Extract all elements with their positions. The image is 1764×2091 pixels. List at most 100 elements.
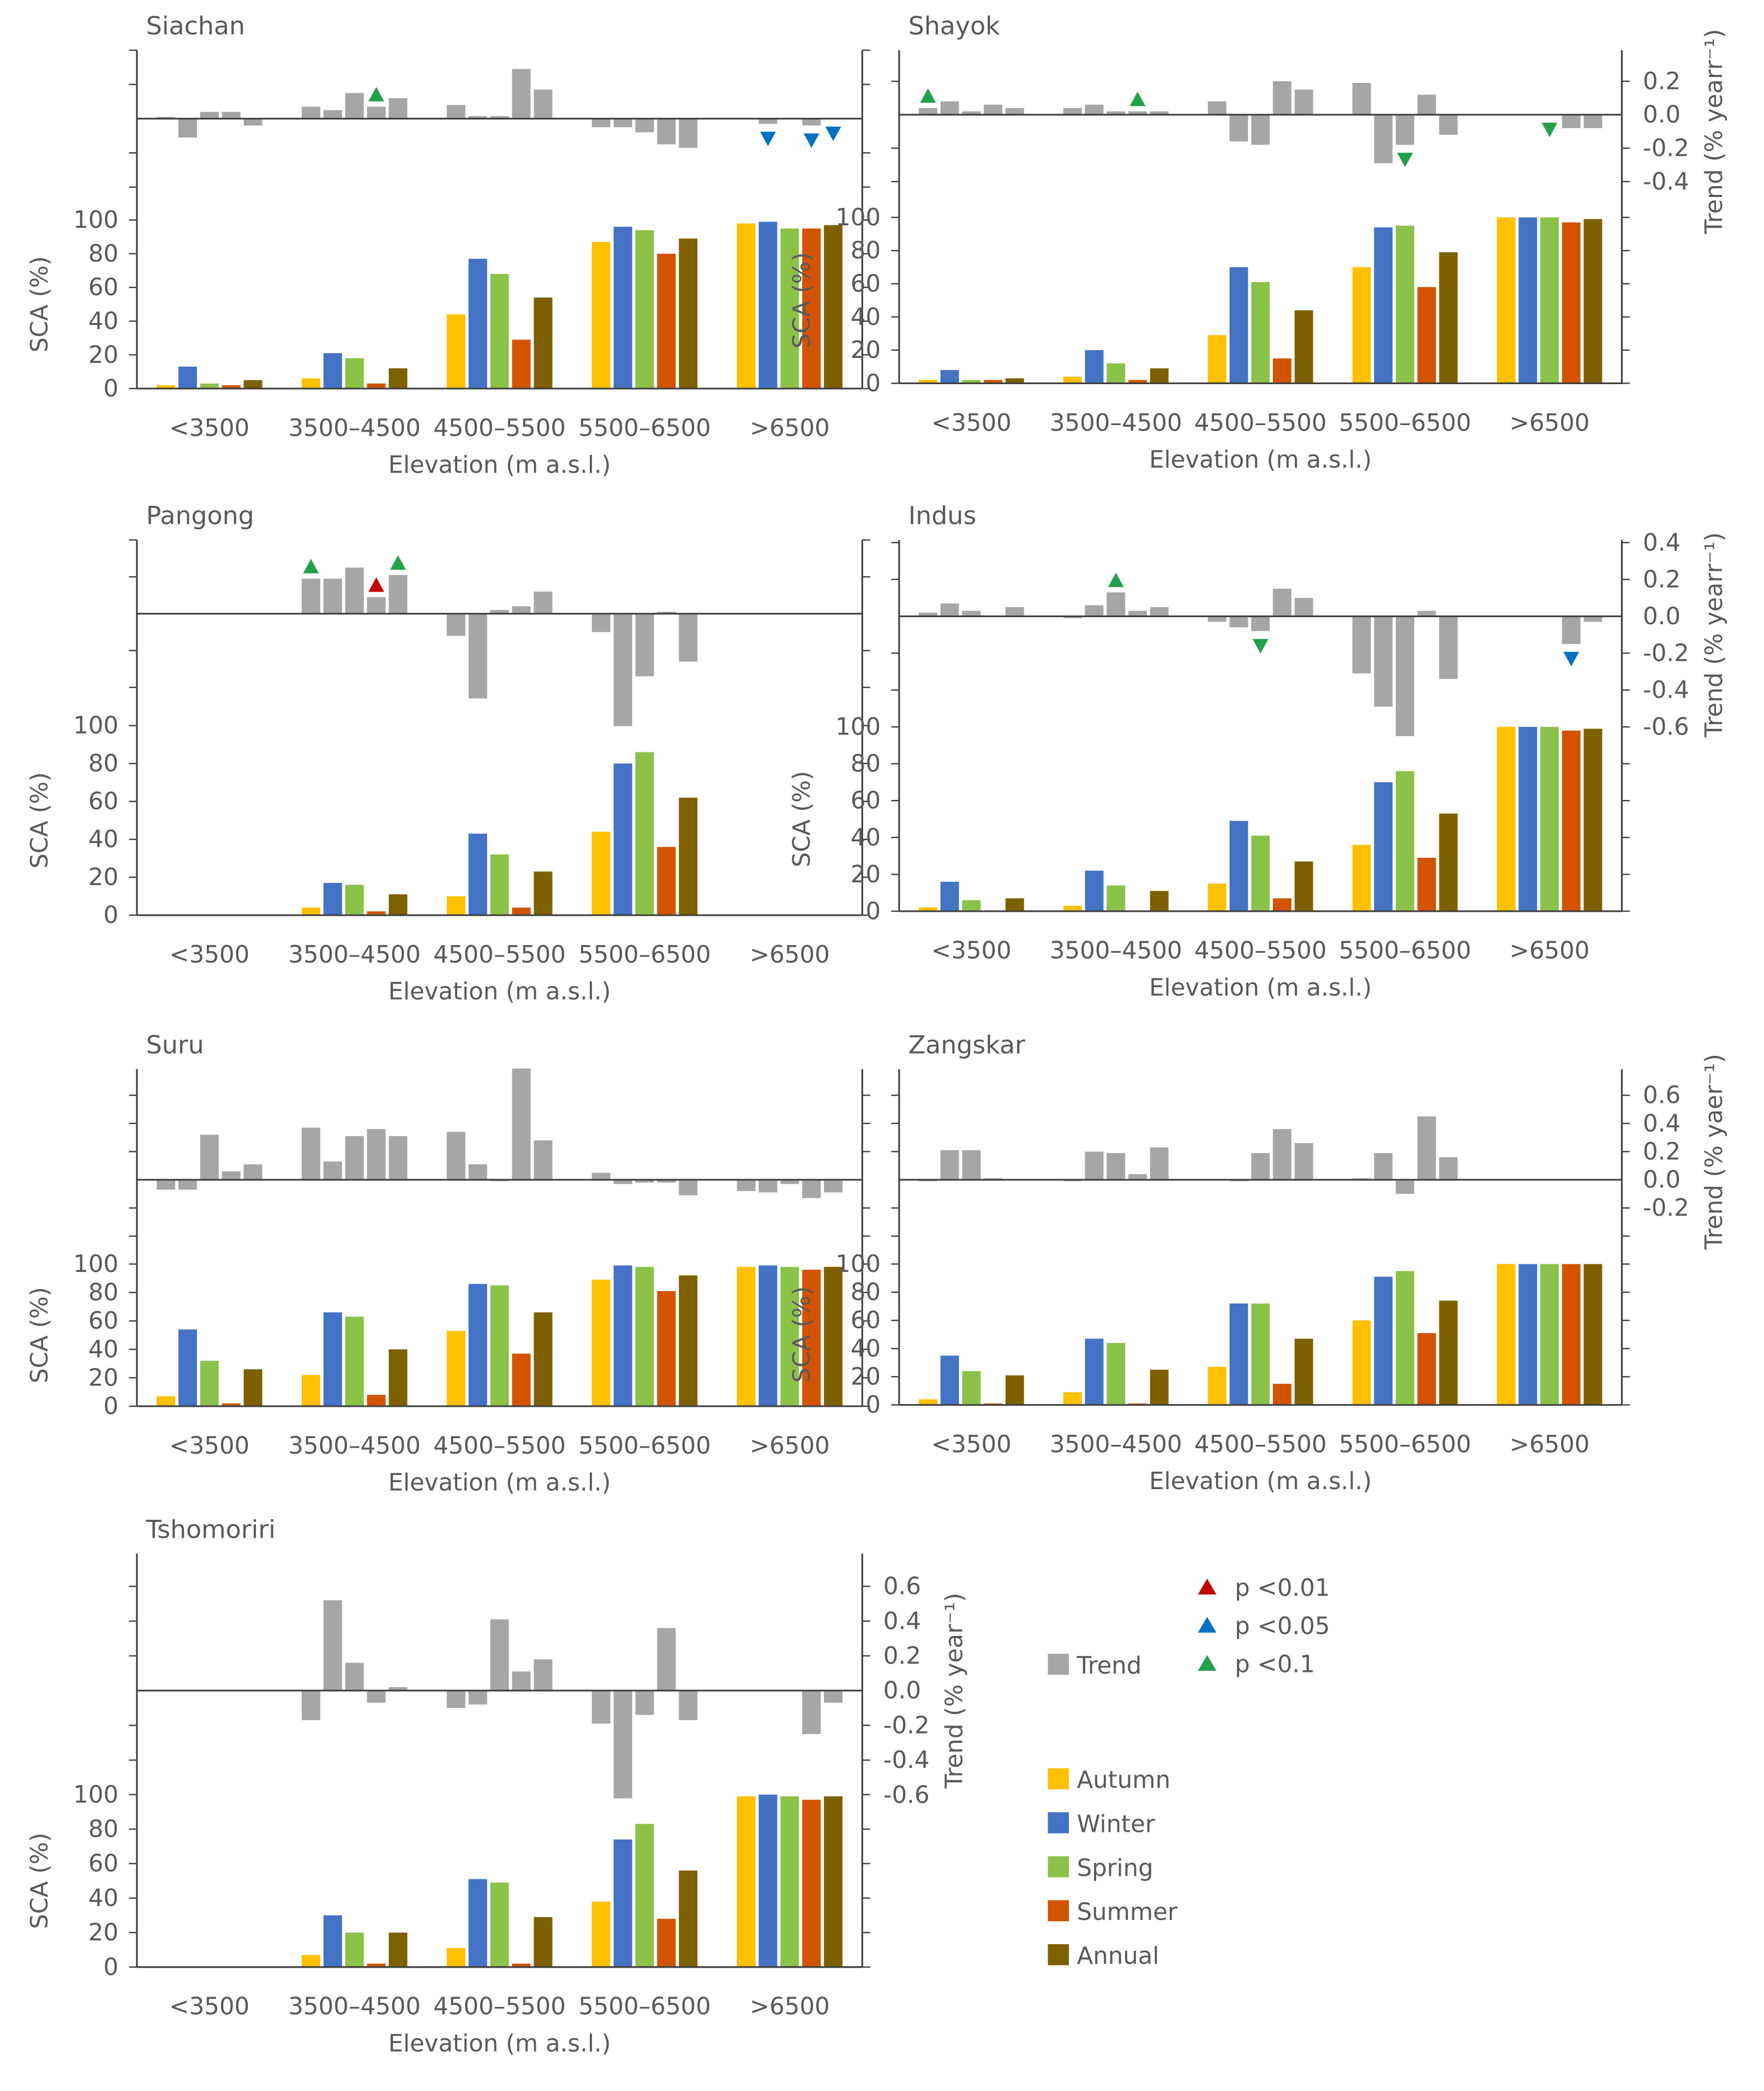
trend-bar — [388, 575, 408, 614]
trend-tick-label: -0.2 — [1643, 1194, 1689, 1222]
trend-bar — [388, 98, 408, 119]
trend-bar — [367, 1690, 386, 1703]
sca-bar-annual — [534, 297, 553, 389]
y-tick-label: 80 — [851, 1279, 881, 1306]
trend-bar — [1107, 1153, 1126, 1180]
sca-bar-annual — [388, 1932, 408, 1967]
sca-bar-summer — [1272, 1383, 1291, 1405]
trend-bar — [758, 1180, 778, 1193]
trend-tick-label: 0.0 — [1643, 1167, 1681, 1194]
sca-bar-spring — [1540, 727, 1559, 911]
x-tick-label: 4500–5500 — [1194, 937, 1327, 965]
sca-bar-autumn — [1063, 905, 1082, 911]
legend-label: Annual — [1077, 1943, 1159, 1970]
sca-bar-summer — [512, 1353, 531, 1407]
trend-bar — [1251, 616, 1270, 631]
trend-bar — [1374, 115, 1393, 164]
trend-bar — [613, 613, 632, 726]
sca-bar-annual — [824, 1266, 843, 1407]
y-tick-label: 0 — [865, 1391, 881, 1419]
trend-bar — [1251, 115, 1270, 145]
sca-bar-annual — [1294, 310, 1313, 384]
sca-bar-summer — [1417, 1333, 1436, 1405]
trend-bar — [591, 118, 611, 128]
legend: Trend p <0.01 p <0.05 p <0.1 Autumn Winter Spr… — [1048, 1575, 1330, 1970]
x-tick-label: 4500–5500 — [1194, 409, 1327, 437]
y-tick-label: 40 — [88, 826, 118, 853]
legend-swatch-annual — [1048, 1944, 1069, 1965]
trend-tick-label: -0.4 — [1643, 168, 1689, 195]
trend-bar — [200, 111, 219, 119]
y-tick-label: 40 — [851, 1335, 881, 1363]
trend-bar — [1294, 89, 1313, 115]
sca-bar-summer — [984, 380, 1003, 384]
trend-bar — [446, 105, 465, 119]
sca-bar-winter — [613, 1839, 632, 1967]
trend-bar — [591, 1173, 611, 1180]
legend-significance-triangle — [1198, 1579, 1217, 1595]
x-tick-label: 5500–6500 — [578, 941, 711, 969]
y-tick-label: 20 — [851, 1364, 881, 1391]
sca-bar-autumn — [446, 1330, 465, 1407]
sca-bar-summer — [1417, 857, 1436, 911]
sca-bar-winter — [1374, 1276, 1393, 1405]
sca-bar-spring — [635, 1824, 654, 1967]
sca-bar-winter — [1518, 217, 1538, 384]
y-tick-label: 60 — [88, 1850, 118, 1878]
sca-bar-winter — [1085, 350, 1104, 384]
trend-bar — [301, 106, 320, 119]
sca-bar-spring — [345, 1316, 364, 1407]
sca-bar-winter — [613, 763, 632, 916]
trend-bar — [468, 116, 487, 119]
sca-bar-summer — [1272, 898, 1291, 911]
panel-siachan: Siachan <3500 3500–4500 4500–5500 5500–6500 >… — [26, 11, 870, 479]
sca-bar-spring — [1107, 885, 1126, 911]
trend-bar — [222, 111, 241, 119]
sca-bar-spring — [1396, 771, 1415, 911]
significance-marker-down — [803, 133, 820, 148]
trend-bar — [1005, 107, 1024, 115]
legend-significance-triangle — [1198, 1655, 1217, 1671]
trend-tick-label: -0.6 — [883, 1782, 930, 1809]
sca-bar-spring — [345, 358, 364, 389]
y-axis-label: SCA (%) — [26, 1287, 53, 1383]
sca-bar-annual — [1150, 1370, 1169, 1405]
trend-bar — [446, 613, 465, 636]
trend-bar — [534, 1140, 553, 1180]
sca-bar-autumn — [1352, 1320, 1371, 1405]
trend-bar — [1417, 1116, 1436, 1180]
x-tick-label: 5500–6500 — [578, 415, 711, 442]
y-tick-label: 0 — [104, 902, 119, 929]
sca-bar-autumn — [1497, 1264, 1516, 1405]
sca-bar-winter — [323, 1312, 342, 1407]
trend-bar — [1294, 1143, 1313, 1180]
trend-bar — [1128, 111, 1147, 115]
trend-tick-label: 0.0 — [883, 1677, 921, 1705]
sca-bar-summer — [367, 911, 386, 916]
sca-bar-autumn — [591, 242, 611, 389]
y-axis-label: SCA (%) — [788, 771, 816, 867]
sca-bar-autumn — [591, 832, 611, 916]
legend-swatch-winter — [1048, 1812, 1069, 1833]
trend-bar — [222, 1171, 241, 1180]
panel-pangong: Pangong <3500 3500–4500 4500–5500 5500–6500 >… — [26, 501, 870, 1006]
trend-bar — [534, 592, 553, 614]
sca-bar-autumn — [1063, 377, 1082, 384]
y-tick-label: 20 — [88, 1919, 118, 1946]
panel-title: Suru — [146, 1030, 204, 1059]
sca-bar-autumn — [737, 1266, 756, 1407]
sca-bar-spring — [962, 380, 981, 384]
y-tick-label: 0 — [104, 1393, 119, 1420]
x-tick-label: 4500–5500 — [433, 941, 566, 969]
trend-bar — [591, 1690, 611, 1724]
trend-bar — [824, 1180, 843, 1193]
trend-bar — [345, 1663, 364, 1691]
y-tick-label: 60 — [88, 788, 118, 815]
legend-label: Spring — [1077, 1855, 1153, 1882]
y-axis-label: SCA (%) — [26, 772, 53, 868]
sca-bar-annual — [1005, 898, 1024, 911]
significance-marker-up — [368, 87, 385, 101]
sca-bar-summer — [1562, 730, 1581, 911]
trend-bar — [802, 1690, 821, 1734]
trend-tick-label: -0.2 — [1643, 640, 1689, 667]
